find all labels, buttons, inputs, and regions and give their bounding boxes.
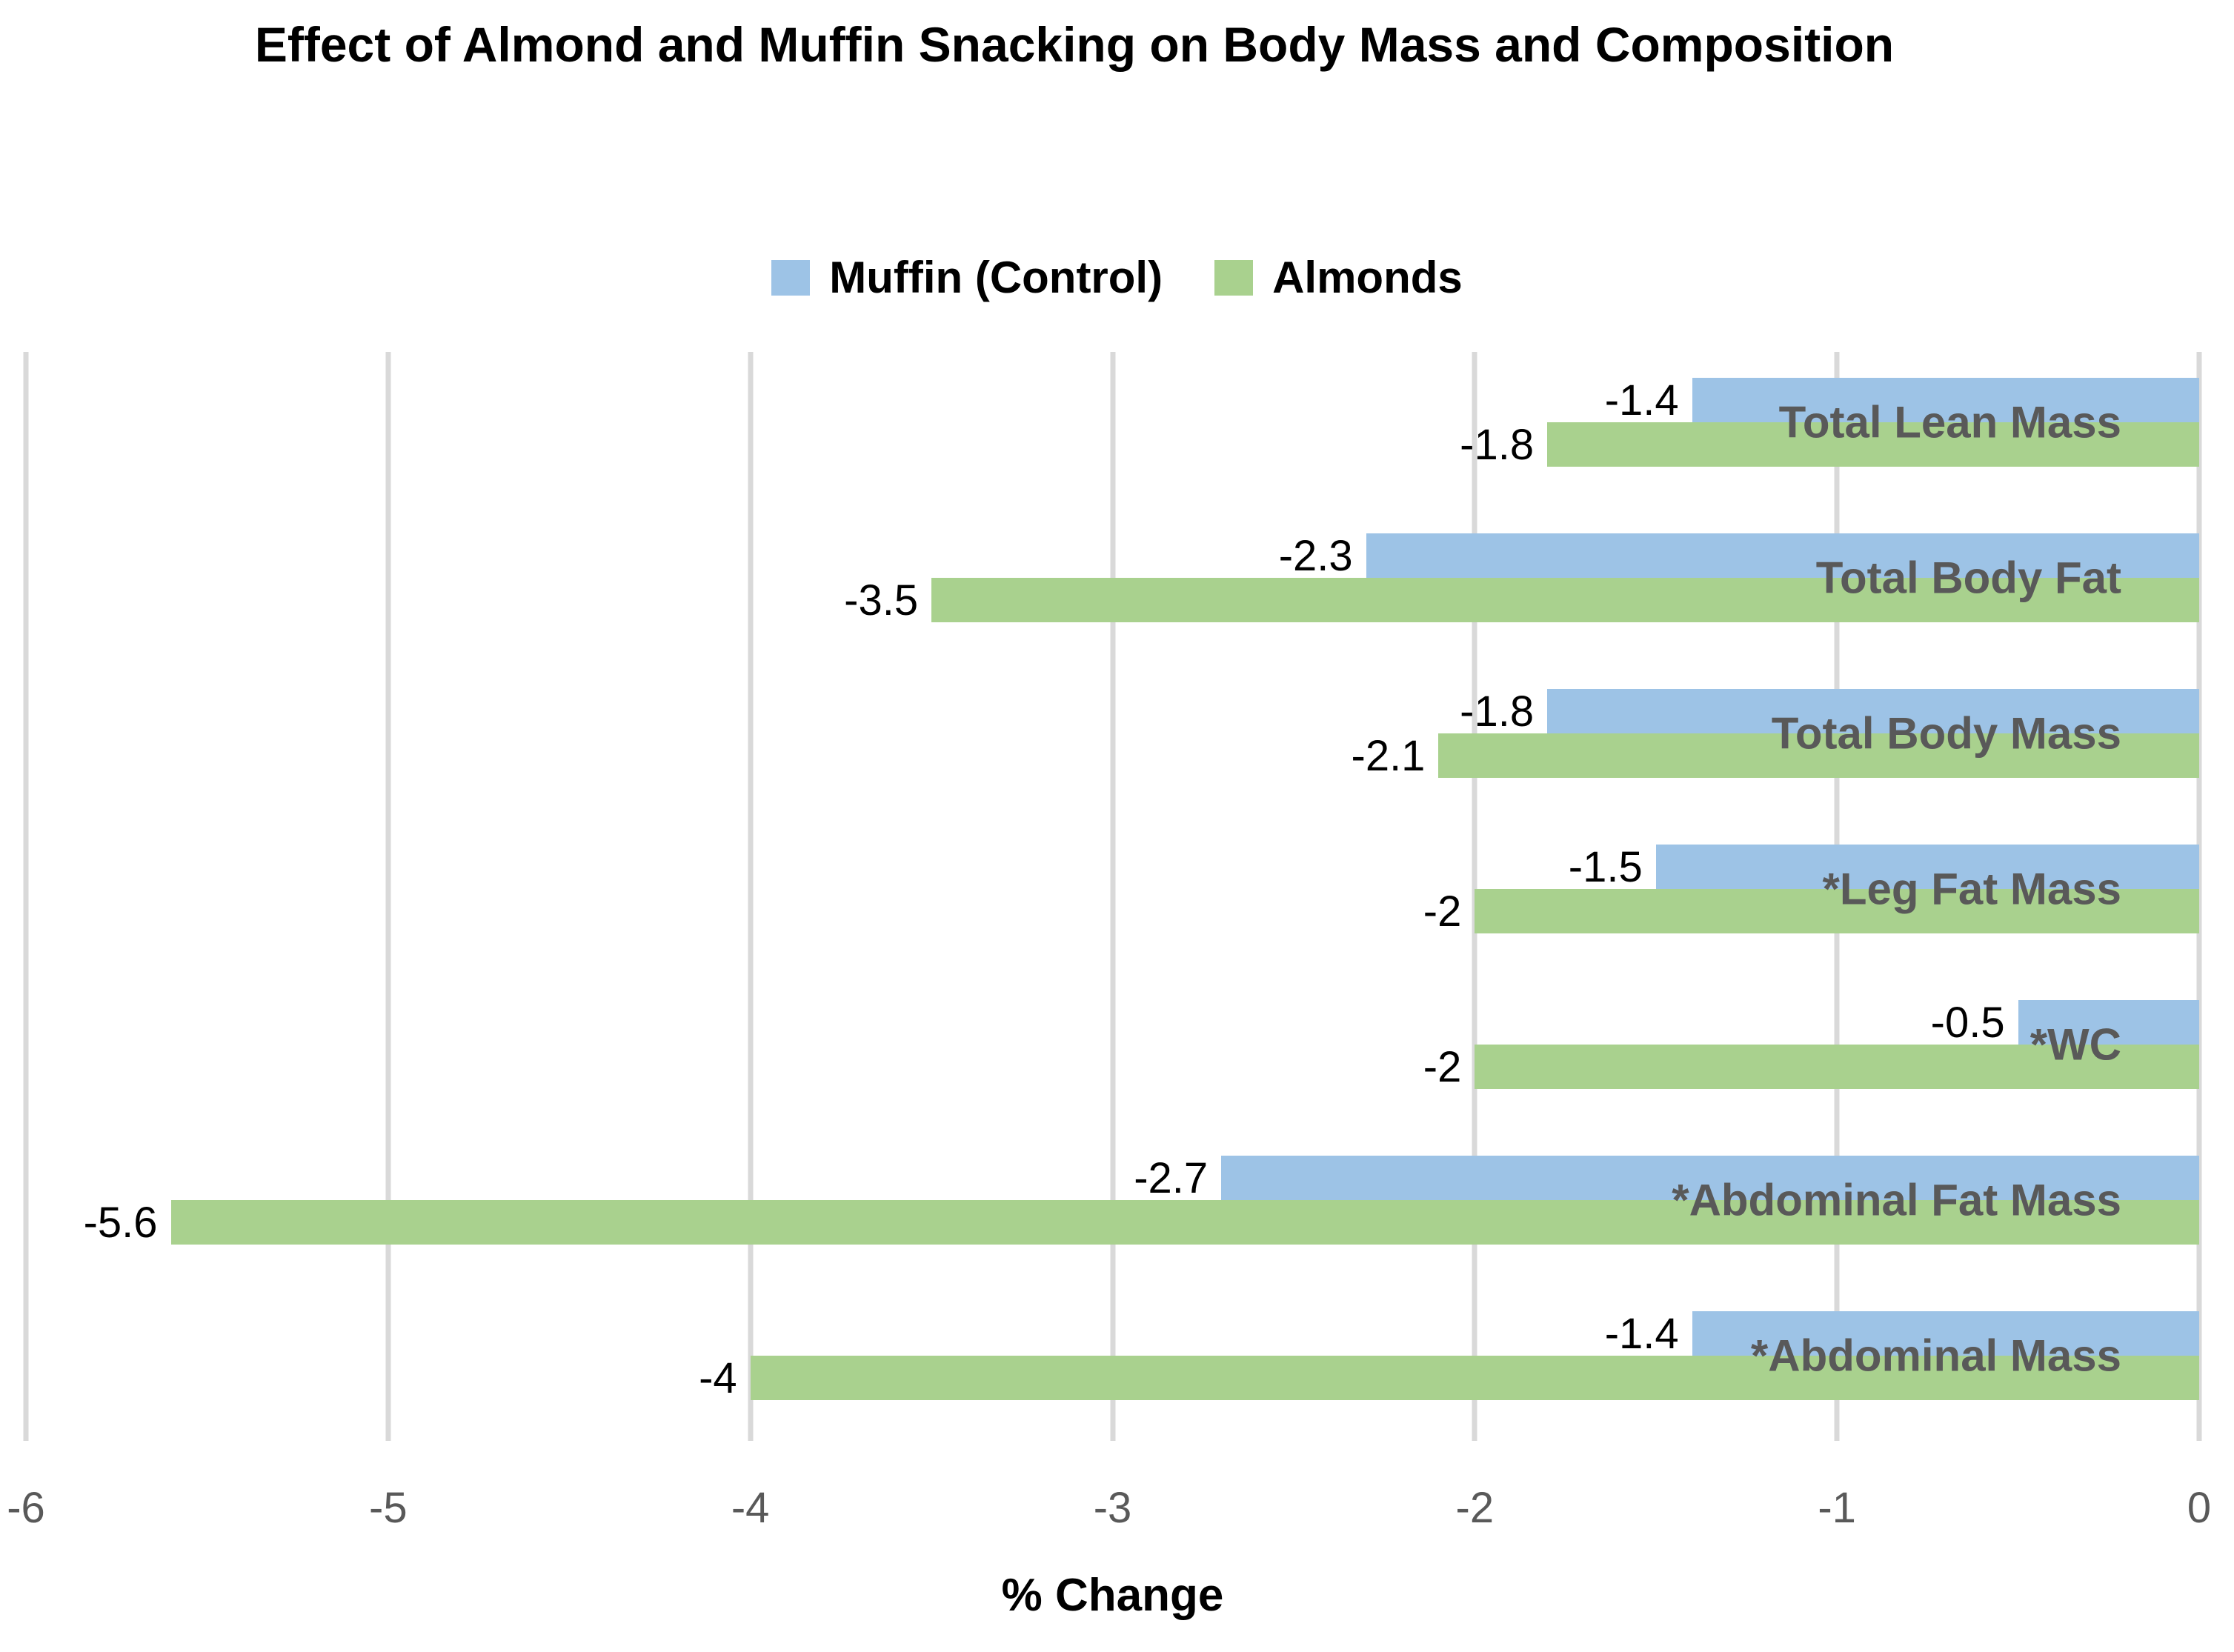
x-tick-label--6: -6 [7, 1484, 45, 1532]
x-tick-label--4: -4 [731, 1484, 770, 1532]
legend-label-almonds: Almonds [1272, 253, 1463, 302]
bar-muffin-control-leg-fat-mass [1655, 845, 2199, 889]
x-tick-label--3: -3 [1093, 1484, 1132, 1532]
gridline-0 [2196, 352, 2202, 1441]
data-label-muffin-control-abdominal-mass: -1.4 [1604, 1309, 1679, 1358]
data-label-almonds-wc: -2 [1423, 1042, 1462, 1091]
bar-muffin-control-total-lean-mass [1692, 378, 2199, 422]
bar-muffin-control-abdominal-fat-mass [1221, 1156, 2199, 1200]
legend-label-muffin: Muffin (Control) [829, 253, 1163, 302]
category-label-total-body-mass: Total Body Mass [1771, 708, 2121, 759]
bar-muffin-control-wc [2018, 1000, 2199, 1045]
bar-muffin-control-abdominal-mass [1692, 1311, 2199, 1356]
legend-swatch-muffin-icon [771, 259, 811, 296]
x-axis-title: % Change [1001, 1570, 1224, 1621]
legend-item-muffin: Muffin (Control) [771, 252, 1163, 303]
data-label-muffin-control-abdominal-fat-mass: -2.7 [1134, 1153, 1209, 1202]
data-label-muffin-control-total-body-fat: -2.3 [1278, 531, 1353, 580]
gridline--6 [23, 352, 29, 1441]
data-label-almonds-total-body-mass: -2.1 [1351, 731, 1426, 780]
bar-almonds-leg-fat-mass [1475, 889, 2199, 933]
chart-title: Effect of Almond and Muffin Snacking on … [254, 17, 1895, 72]
legend: Muffin (Control) Almonds [0, 252, 2234, 303]
data-label-almonds-total-lean-mass: -1.8 [1460, 420, 1535, 469]
data-label-muffin-control-total-body-mass: -1.8 [1460, 687, 1535, 736]
bar-almonds-total-lean-mass [1547, 422, 2199, 467]
category-label-abdominal-fat-mass: *Abdominal Fat Mass [1672, 1175, 2121, 1225]
x-axis-ticks: -6 -5 -4 -3 -2 -1 0 [7, 1483, 2211, 1535]
category-label-total-lean-mass: Total Lean Mass [1778, 397, 2121, 447]
bar-almonds-abdominal-fat-mass [170, 1200, 2199, 1245]
bar-muffin-control-total-body-fat [1366, 533, 2199, 578]
plot-area: -1.4 -1.8 Total Lean Mass -2.3 -3.5 Total Bod… [23, 352, 2202, 1441]
x-tick-label--5: -5 [369, 1484, 408, 1532]
data-label-almonds-total-body-fat: -3.5 [844, 576, 919, 625]
data-label-almonds-abdominal-fat-mass: -5.6 [83, 1198, 158, 1247]
bar-almonds-wc [1475, 1045, 2199, 1089]
bar-almonds-total-body-mass [1438, 733, 2199, 778]
x-tick-label-0: 0 [2187, 1484, 2212, 1532]
category-label-total-body-fat: Total Body Fat [1815, 553, 2121, 603]
bar-almonds-abdominal-mass [750, 1356, 2199, 1400]
data-label-almonds-leg-fat-mass: -2 [1423, 887, 1462, 936]
bar-almonds-total-body-fat [931, 578, 2199, 622]
gridline--2 [1472, 352, 1477, 1441]
category-label-wc: *WC [2029, 1019, 2121, 1070]
data-label-muffin-control-leg-fat-mass: -1.5 [1568, 842, 1643, 891]
legend-swatch-almonds-icon [1214, 259, 1254, 296]
data-label-muffin-control-total-lean-mass: -1.4 [1604, 376, 1679, 424]
bar-muffin-control-total-body-mass [1547, 689, 2199, 733]
data-label-muffin-control-wc: -0.5 [1930, 998, 2005, 1047]
gridline--3 [1110, 352, 1115, 1441]
category-label-abdominal-mass: *Abdominal Mass [1750, 1330, 2121, 1381]
gridline--4 [748, 352, 754, 1441]
x-tick-label--2: -2 [1455, 1484, 1495, 1532]
gridline--5 [385, 352, 391, 1441]
x-tick-label--1: -1 [1818, 1484, 1856, 1532]
category-label-leg-fat-mass: *Leg Fat Mass [1822, 864, 2121, 914]
data-label-almonds-abdominal-mass: -4 [699, 1353, 737, 1402]
legend-item-almonds: Almonds [1214, 252, 1463, 303]
